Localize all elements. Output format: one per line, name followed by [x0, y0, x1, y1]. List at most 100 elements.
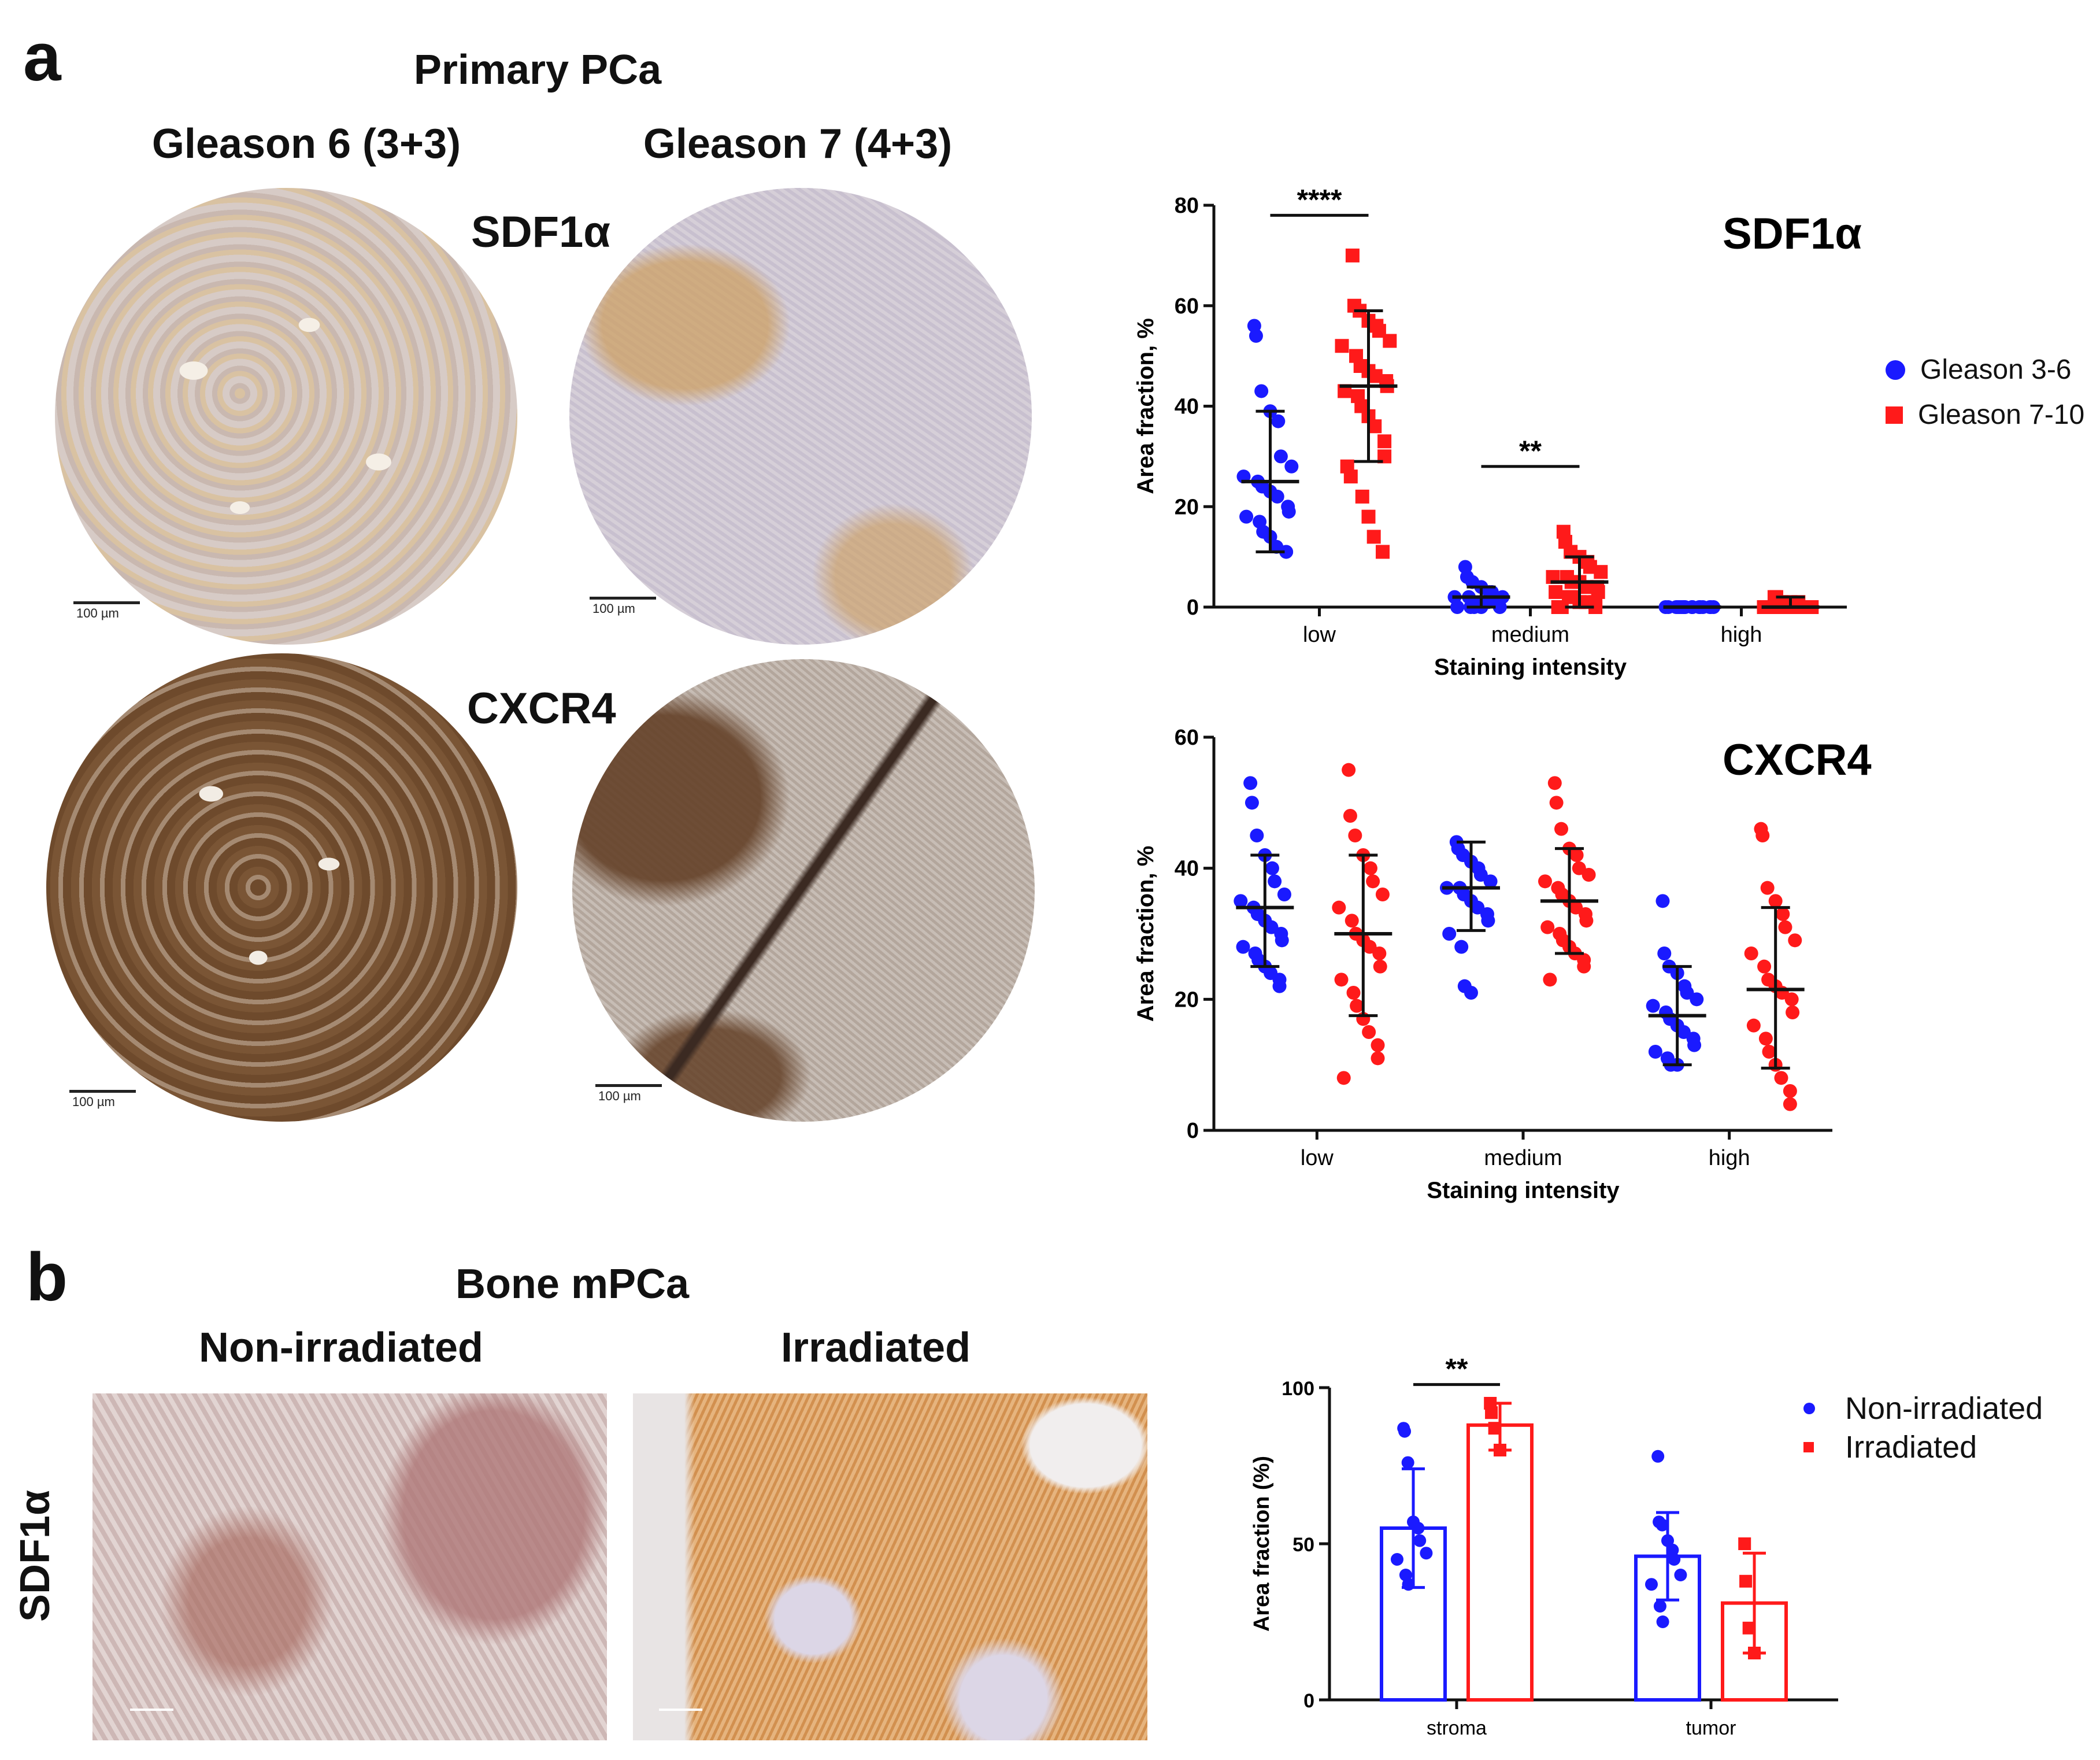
data-point — [1651, 1450, 1665, 1463]
marker-label-sdf1: SDF1α — [471, 208, 610, 257]
data-point — [1239, 509, 1254, 524]
marker-label-cxcr4: CXCR4 — [467, 684, 616, 733]
data-point — [1746, 1018, 1761, 1033]
tma-core-cxcr4-gleason7 — [572, 659, 1035, 1122]
scale-bar-b1 — [130, 1709, 173, 1711]
data-point — [1783, 1097, 1797, 1111]
data-point — [1784, 992, 1799, 1007]
chart-cxcr4: 0 20 40 60 low medium high Staining intensity Ar… — [1133, 726, 1872, 1203]
data-point — [1249, 328, 1263, 343]
col-label-non-irradiated: Non-irradiated — [198, 1325, 484, 1371]
bone-tissue-irradiated — [633, 1393, 1147, 1740]
data-point — [1758, 1031, 1773, 1046]
data-point — [1783, 1084, 1797, 1098]
data-point — [1572, 861, 1586, 875]
data-point — [1277, 888, 1291, 901]
data-point — [1371, 1038, 1385, 1052]
legend-b-square-icon — [1803, 1442, 1814, 1452]
tma-core-sdf1-gleason7 — [569, 188, 1032, 645]
tma-core-sdf1-gleason6 — [55, 188, 517, 645]
col-label-gleason-7: Gleason 7 (4+3) — [643, 121, 953, 167]
data-point — [1362, 940, 1377, 954]
y-tick-label: 40 — [1175, 395, 1199, 419]
data-point — [1234, 894, 1248, 908]
data-point — [1272, 979, 1287, 993]
data-point — [1488, 1422, 1501, 1435]
data-point — [1778, 920, 1792, 934]
data-point — [1335, 339, 1349, 353]
legend-a-label-1: Gleason 3-6 — [1920, 354, 2072, 385]
significance-label: ** — [1446, 1353, 1468, 1385]
data-point — [1342, 763, 1356, 777]
data-point — [1270, 489, 1284, 504]
data-point — [1577, 959, 1591, 974]
data-point — [1391, 1553, 1403, 1566]
x-tick-label-medium: medium — [1484, 1146, 1562, 1170]
data-point — [1492, 600, 1507, 614]
legend-b-non-irradiated: Non-irradiated — [1803, 1391, 2043, 1426]
data-point — [1275, 933, 1289, 948]
chart-sdf1a: 0 20 40 60 80 low medium high Staining intensity… — [1133, 183, 1862, 680]
data-point — [1332, 900, 1346, 915]
significance-label: **** — [1297, 183, 1342, 216]
data-point — [1540, 920, 1555, 934]
data-point — [1366, 530, 1381, 544]
data-point — [1582, 868, 1596, 882]
data-point — [1420, 1547, 1433, 1560]
data-point — [1236, 940, 1250, 954]
scale-text-1: 100 µm — [76, 606, 119, 620]
x-axis-label: Staining intensity — [1427, 1178, 1620, 1203]
data-point — [1788, 933, 1802, 948]
data-point — [1254, 384, 1269, 398]
data-point — [1579, 914, 1594, 928]
data-point — [1375, 888, 1390, 901]
legend-b-circle-icon — [1803, 1403, 1815, 1414]
x-tick-label-low: low — [1303, 623, 1336, 647]
tma-core-cxcr4-gleason6 — [46, 653, 517, 1122]
data-point — [1383, 334, 1397, 348]
x-tick-label-tumor: tumor — [1686, 1717, 1736, 1739]
data-point — [1653, 1600, 1666, 1613]
legend-square-icon — [1886, 406, 1903, 424]
data-point — [1742, 1621, 1755, 1635]
data-point — [1371, 1051, 1385, 1066]
x-tick-label-high: high — [1721, 623, 1762, 647]
legend-a-label-2: Gleason 7-10 — [1918, 400, 2085, 430]
panel-b-letter: b — [26, 1239, 68, 1315]
data-point — [1776, 907, 1790, 921]
data-point — [1398, 1425, 1412, 1438]
row-label-sdf1-bone: SDF1α — [12, 1490, 58, 1622]
data-point — [1473, 868, 1488, 882]
y-axis-label: Area fraction, % — [1133, 318, 1158, 494]
y-tick-label: 100 — [1282, 1378, 1314, 1400]
chart-title: SDF1α — [1723, 209, 1862, 258]
x-tick-label-medium: medium — [1491, 623, 1569, 647]
legend-b-label-1: Non-irradiated — [1845, 1391, 2043, 1426]
y-tick-label: 0 — [1303, 1690, 1314, 1712]
y-tick-label: 20 — [1175, 988, 1199, 1012]
data-point — [1345, 914, 1359, 928]
data-point — [1362, 1025, 1376, 1039]
scale-text-4: 100 µm — [598, 1089, 641, 1103]
col-label-irradiated: Irradiated — [780, 1325, 971, 1371]
data-point — [1481, 914, 1495, 928]
y-tick-label: 20 — [1175, 495, 1199, 519]
data-point — [1336, 1071, 1351, 1085]
data-point — [1450, 600, 1465, 614]
data-point — [1282, 504, 1296, 519]
data-point — [1680, 986, 1694, 1000]
data-point — [1343, 809, 1357, 823]
data-point — [1655, 1518, 1669, 1532]
data-point — [1363, 861, 1377, 875]
y-tick-label: 0 — [1187, 596, 1199, 620]
data-point — [1284, 459, 1299, 474]
x-tick-label-stroma: stroma — [1427, 1717, 1487, 1739]
legend-a-gleason-3-6: Gleason 3-6 — [1886, 354, 2072, 386]
y-tick-label: 80 — [1175, 194, 1199, 218]
data-point — [1687, 1038, 1702, 1052]
data-point — [1774, 1071, 1788, 1085]
legend-a-gleason-7-10: Gleason 7-10 — [1886, 399, 2084, 431]
data-point — [1373, 959, 1387, 974]
data-point — [1271, 414, 1286, 428]
data-point — [1368, 419, 1382, 434]
